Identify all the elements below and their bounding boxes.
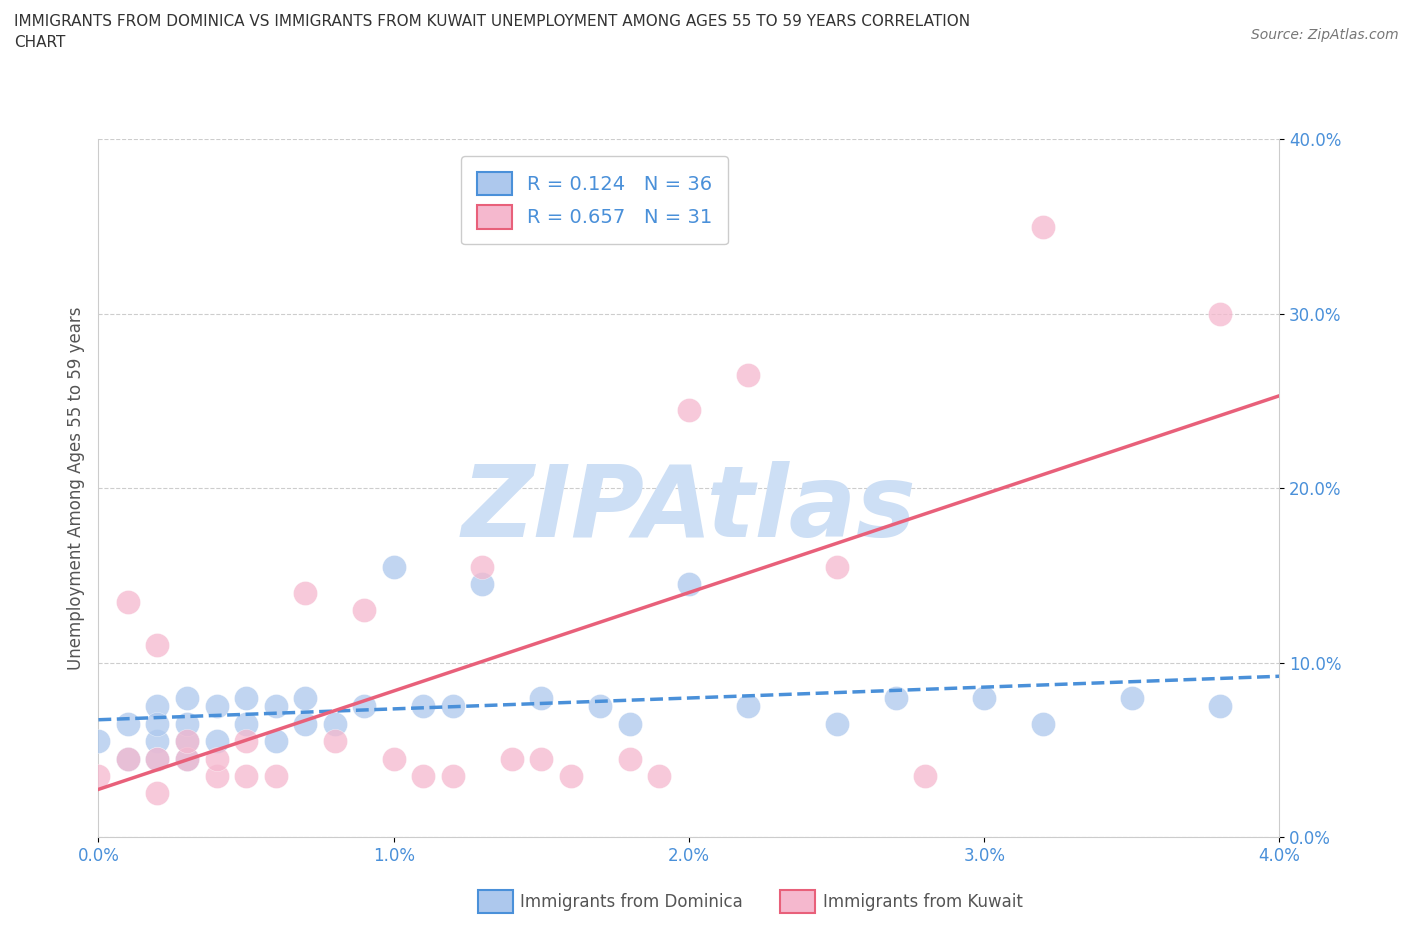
- Y-axis label: Unemployment Among Ages 55 to 59 years: Unemployment Among Ages 55 to 59 years: [66, 307, 84, 670]
- Point: [323, 734, 346, 749]
- Point: [825, 716, 848, 731]
- Point: [1032, 716, 1054, 731]
- Point: [737, 698, 759, 713]
- Point: [353, 698, 375, 713]
- Point: [382, 559, 405, 574]
- Point: [441, 768, 464, 783]
- Point: [294, 690, 316, 705]
- Point: [412, 768, 434, 783]
- Point: [678, 403, 700, 418]
- Point: [737, 367, 759, 382]
- Point: [117, 594, 139, 609]
- Text: ZIPAtlas: ZIPAtlas: [461, 460, 917, 558]
- Point: [884, 690, 907, 705]
- Point: [648, 768, 671, 783]
- Point: [205, 734, 228, 749]
- Point: [323, 716, 346, 731]
- Point: [87, 768, 110, 783]
- Point: [441, 698, 464, 713]
- Text: IMMIGRANTS FROM DOMINICA VS IMMIGRANTS FROM KUWAIT UNEMPLOYMENT AMONG AGES 55 TO: IMMIGRANTS FROM DOMINICA VS IMMIGRANTS F…: [14, 14, 970, 29]
- Text: CHART: CHART: [14, 35, 66, 50]
- Point: [1209, 307, 1232, 322]
- Point: [501, 751, 523, 766]
- Point: [264, 768, 287, 783]
- Point: [1032, 219, 1054, 234]
- Point: [205, 751, 228, 766]
- Point: [1121, 690, 1143, 705]
- Point: [87, 734, 110, 749]
- Point: [117, 751, 139, 766]
- Point: [530, 690, 553, 705]
- Point: [235, 734, 257, 749]
- Point: [146, 751, 169, 766]
- Text: Immigrants from Kuwait: Immigrants from Kuwait: [823, 893, 1022, 911]
- Point: [412, 698, 434, 713]
- Point: [235, 768, 257, 783]
- Point: [205, 768, 228, 783]
- Point: [117, 716, 139, 731]
- Point: [294, 586, 316, 601]
- Point: [146, 751, 169, 766]
- Point: [560, 768, 582, 783]
- Point: [471, 559, 494, 574]
- Point: [678, 577, 700, 591]
- Legend: R = 0.124   N = 36, R = 0.657   N = 31: R = 0.124 N = 36, R = 0.657 N = 31: [461, 156, 728, 245]
- Point: [264, 734, 287, 749]
- Point: [382, 751, 405, 766]
- Point: [146, 638, 169, 653]
- Point: [176, 734, 198, 749]
- Point: [1209, 698, 1232, 713]
- Text: Source: ZipAtlas.com: Source: ZipAtlas.com: [1251, 28, 1399, 42]
- Point: [176, 690, 198, 705]
- Point: [146, 734, 169, 749]
- Point: [146, 698, 169, 713]
- Point: [530, 751, 553, 766]
- Point: [176, 751, 198, 766]
- Point: [589, 698, 612, 713]
- Point: [235, 690, 257, 705]
- Point: [176, 716, 198, 731]
- Point: [294, 716, 316, 731]
- Point: [176, 734, 198, 749]
- Point: [619, 716, 641, 731]
- Point: [117, 751, 139, 766]
- Point: [914, 768, 936, 783]
- Text: Immigrants from Dominica: Immigrants from Dominica: [520, 893, 742, 911]
- Point: [973, 690, 995, 705]
- Point: [235, 716, 257, 731]
- Point: [146, 716, 169, 731]
- Point: [205, 698, 228, 713]
- Point: [825, 559, 848, 574]
- Point: [471, 577, 494, 591]
- Point: [353, 603, 375, 618]
- Point: [619, 751, 641, 766]
- Point: [264, 698, 287, 713]
- Point: [146, 786, 169, 801]
- Point: [176, 751, 198, 766]
